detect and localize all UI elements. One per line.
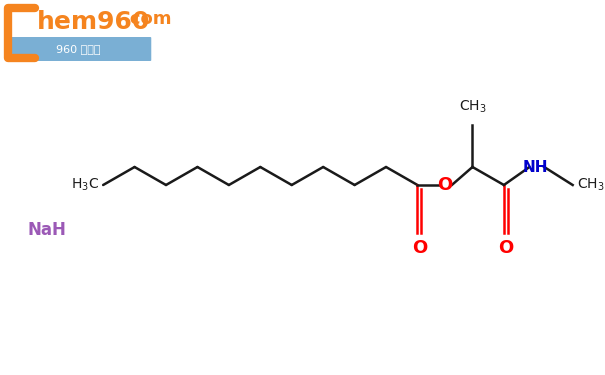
Text: 960 化工网: 960 化工网	[56, 44, 101, 54]
Text: O: O	[412, 239, 427, 257]
Text: O: O	[499, 239, 514, 257]
Text: O: O	[437, 176, 453, 194]
Text: CH$_3$: CH$_3$	[459, 99, 486, 115]
Text: CH$_3$: CH$_3$	[577, 177, 604, 193]
Text: NaH: NaH	[27, 221, 67, 239]
Text: .com: .com	[123, 10, 171, 28]
FancyBboxPatch shape	[7, 37, 151, 61]
Text: NH: NH	[523, 159, 548, 174]
Text: hem960: hem960	[38, 10, 151, 34]
Text: H$_3$C: H$_3$C	[71, 177, 99, 193]
